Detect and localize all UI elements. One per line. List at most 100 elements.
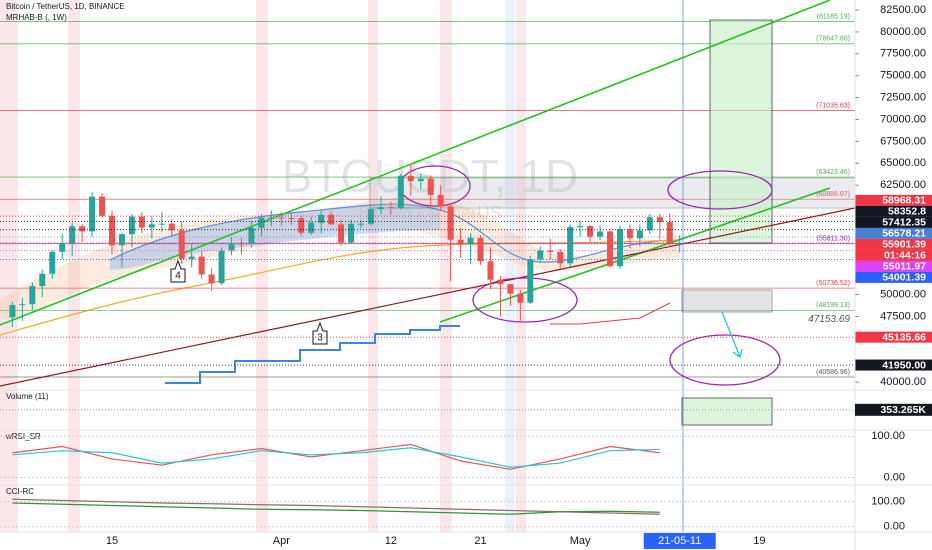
- candle-body: [188, 256, 195, 259]
- candle-body: [338, 224, 345, 243]
- y-tick-label: 75000.00: [880, 70, 926, 82]
- highlight-ellipse: [669, 334, 781, 386]
- candle-body: [666, 222, 673, 244]
- price-tag-label: 01:44:16: [884, 250, 926, 262]
- candle-body: [39, 273, 46, 287]
- callout-shape: [312, 321, 328, 345]
- pane-title: CCI-RC: [6, 487, 34, 496]
- candle-body: [118, 234, 125, 246]
- price-tag: [855, 260, 932, 272]
- candle-body: [248, 227, 255, 244]
- x-tick-label: 19: [753, 535, 765, 547]
- callout-shape: [170, 259, 186, 283]
- candle-body: [417, 178, 424, 182]
- candle-body: [616, 229, 623, 267]
- y-tick-label: 70000.00: [880, 113, 926, 125]
- candle-body: [517, 293, 524, 303]
- price-tag-label: 45135.66: [882, 331, 926, 343]
- pane-tick-label: 0.00: [884, 521, 905, 533]
- ma-line: [0, 239, 681, 336]
- level-label: (40586.96): [816, 369, 850, 376]
- candle-body: [49, 251, 56, 274]
- candle-body: [358, 223, 364, 225]
- x-tick-label: Apr: [273, 535, 290, 547]
- level-label: (50736.52): [816, 280, 850, 287]
- candle-body: [527, 259, 534, 303]
- session-band: [440, 0, 452, 532]
- candle-body: [298, 218, 305, 233]
- candle-body: [646, 217, 653, 231]
- level-label: (71035.63): [816, 102, 850, 109]
- candle-body: [597, 231, 604, 237]
- callout-label: 3: [317, 333, 323, 344]
- price-tag-label: 55011.97: [883, 261, 926, 273]
- session-band: [516, 0, 526, 532]
- candle-body: [138, 216, 145, 228]
- candle-body: [198, 256, 205, 275]
- candle-body: [467, 237, 474, 245]
- candle-body: [567, 227, 574, 264]
- candle-body: [278, 217, 285, 219]
- price-tag: [855, 359, 932, 371]
- ema-area: [110, 204, 440, 270]
- candle-body: [607, 231, 613, 267]
- x-tick-label: 21: [474, 535, 486, 547]
- price-tag-label: 56578.21: [882, 228, 926, 240]
- volume-tag: [855, 403, 932, 416]
- highlight-ellipse: [667, 170, 773, 210]
- price-tag-label: 57412.35: [882, 217, 926, 229]
- x-tick-label: 21-05-11: [658, 535, 701, 547]
- candle-body: [447, 206, 454, 240]
- trendline: [439, 187, 831, 323]
- level-label: (60886.07): [816, 191, 850, 198]
- indicator-line: [12, 498, 660, 515]
- candle-body: [348, 223, 355, 243]
- price-tag: [855, 271, 932, 283]
- candle-body: [9, 305, 16, 318]
- y-tick-label: 65000.00: [880, 157, 926, 169]
- highlight-ellipse: [472, 277, 578, 323]
- ema-line: [109, 203, 681, 263]
- price-tag: [855, 249, 932, 261]
- y-tick-label: 50000.00: [880, 288, 926, 300]
- price-tag-label: 41950.00: [882, 359, 926, 371]
- candle-body: [308, 222, 315, 233]
- pane-tick-label: 100.00: [871, 430, 905, 442]
- indicator-line: [12, 447, 660, 468]
- y-tick-label: 72500.00: [880, 92, 926, 104]
- candle-body: [318, 214, 325, 223]
- mrhab-step: [165, 325, 460, 384]
- y-tick-label: 80000.00: [880, 26, 926, 38]
- volume-tag-label: 353.265K: [880, 404, 926, 416]
- price-tag: [855, 216, 932, 228]
- candle-body: [178, 230, 185, 259]
- chart-subtitle: MRHAB-B (, 1W): [6, 13, 67, 22]
- stop-box: [681, 289, 773, 313]
- candle-body: [79, 226, 86, 232]
- session-band: [368, 0, 378, 532]
- level-label: (81185.19): [817, 13, 850, 20]
- candle-body: [238, 243, 245, 245]
- candle-body: [507, 284, 514, 294]
- level-label: (78647.80): [816, 36, 850, 43]
- indicator-line: [12, 502, 660, 515]
- price-tag: [855, 194, 932, 206]
- candle-body: [636, 230, 643, 239]
- candle-body: [109, 215, 115, 246]
- candle-body: [387, 207, 394, 209]
- y-tick-label: 67500.00: [880, 135, 926, 147]
- target-box: [709, 19, 773, 244]
- price-tag-label: 55901.39: [882, 239, 926, 251]
- candle-body: [268, 217, 275, 219]
- x-tick-label: May: [570, 535, 591, 547]
- volume-box: [681, 397, 773, 426]
- trendline: [0, 207, 856, 387]
- pane-tick-label: 100.00: [871, 496, 905, 508]
- candle-body: [676, 242, 683, 244]
- candle-body: [557, 251, 564, 264]
- x-tick-label: 12: [385, 535, 397, 547]
- crosshair-date-box: [643, 533, 716, 549]
- candle-body: [168, 223, 175, 231]
